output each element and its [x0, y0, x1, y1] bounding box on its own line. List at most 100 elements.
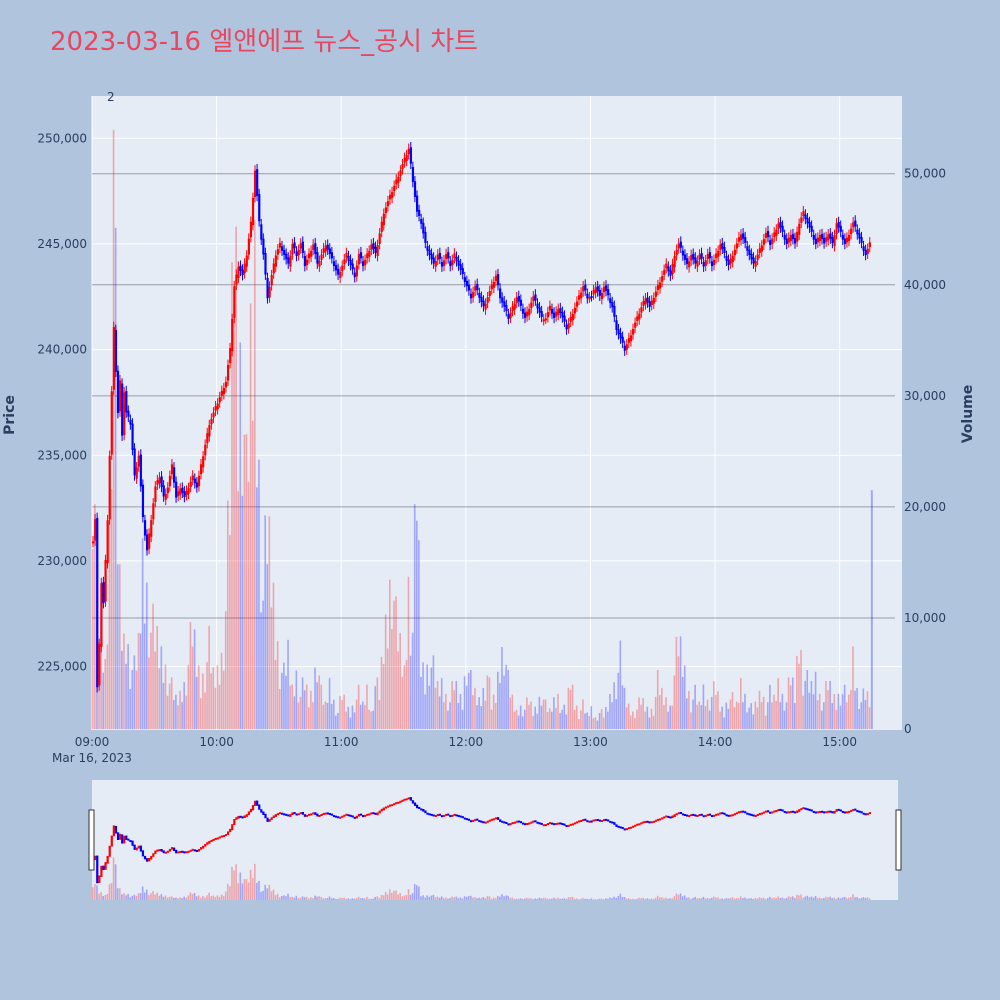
volume-bar: [688, 690, 690, 729]
mini-volume-bar: [563, 898, 566, 900]
candle-body: [461, 268, 464, 275]
mini-candle: [681, 813, 685, 816]
mini-volume-bar: [596, 899, 599, 900]
volume-bar: [870, 490, 873, 729]
candle-body: [391, 192, 394, 198]
candle-body: [285, 253, 288, 260]
mini-candle: [602, 819, 606, 822]
mini-candle: [461, 816, 464, 819]
mini-candle: [563, 823, 566, 826]
volume-bar: [748, 707, 750, 729]
mini-volume-bar: [636, 898, 638, 900]
volume-bar: [260, 612, 262, 729]
candle-body: [538, 307, 541, 313]
volume-bar: [866, 691, 869, 729]
volume-bar: [850, 689, 852, 729]
mini-candle: [580, 819, 583, 822]
volume-bar: [166, 695, 169, 729]
mini-candle: [316, 813, 319, 817]
volume-bar: [148, 657, 150, 729]
mini-candle: [524, 823, 527, 826]
mini-volume-bar: [754, 898, 757, 900]
mini-candle: [251, 805, 255, 811]
range-slider-left-handle[interactable]: [88, 809, 95, 871]
mini-volume-bar: [384, 891, 387, 900]
candle-body: [812, 234, 815, 240]
volume-bar: [359, 704, 362, 729]
mini-volume-bar: [661, 897, 663, 900]
mini-volume-bar: [455, 896, 458, 900]
mini-volume-bar: [150, 893, 152, 900]
mini-candle: [760, 812, 763, 815]
mini-volume-bar: [418, 886, 420, 900]
volume-bar: [405, 659, 408, 729]
candle-body: [804, 214, 807, 220]
mini-candle: [715, 813, 718, 816]
mini-candle: [376, 812, 379, 816]
mini-candle: [623, 828, 626, 831]
candle-body: [627, 338, 631, 343]
range-slider[interactable]: [92, 780, 898, 900]
mini-volume-bar: [542, 897, 545, 900]
mini-candle: [634, 824, 637, 827]
mini-candle: [665, 815, 668, 818]
mini-volume-bar: [355, 897, 358, 900]
range-slider-right-handle[interactable]: [895, 809, 902, 871]
volume-bar: [119, 564, 121, 729]
volume-bar: [542, 699, 545, 729]
candle-body: [243, 263, 246, 274]
volume-bar: [625, 707, 628, 729]
mini-volume-bar: [258, 880, 260, 900]
mini-candle: [488, 819, 491, 822]
mini-volume-bar: [368, 898, 370, 900]
mini-volume-bar: [434, 897, 437, 900]
candle-body: [563, 315, 566, 322]
candle-body: [403, 157, 406, 163]
mini-volume-bar: [318, 896, 320, 900]
volume-bar: [602, 717, 605, 729]
volume-bar: [453, 690, 455, 729]
mini-candle: [349, 814, 352, 817]
mini-candle: [839, 809, 842, 812]
mini-candle: [445, 813, 448, 816]
volume-bar: [397, 651, 399, 729]
mini-volume-bar: [742, 898, 744, 900]
mini-volume-bar: [322, 898, 325, 900]
main-plot-area: [92, 96, 902, 730]
mini-volume-bar: [411, 893, 414, 900]
candle-body: [810, 225, 813, 232]
volume-bar: [704, 705, 707, 729]
mini-volume-bar: [484, 897, 487, 900]
mini-candle: [486, 820, 489, 823]
mini-volume-bar: [800, 894, 802, 900]
mini-candle: [432, 814, 435, 817]
mini-volume-bar: [121, 894, 123, 900]
mini-candle: [764, 810, 768, 813]
mini-volume-bar: [513, 898, 516, 900]
mini-candle: [519, 821, 523, 824]
volume-bar: [465, 685, 468, 729]
mini-volume-bar: [798, 895, 800, 900]
candle-body: [359, 252, 363, 259]
volume-bar: [374, 686, 377, 729]
candle-body: [648, 301, 651, 307]
candle-body: [94, 519, 97, 541]
mini-candle: [110, 835, 113, 847]
volume-bar: [335, 715, 337, 729]
mini-volume-bar: [438, 897, 441, 900]
candle-body: [299, 243, 302, 249]
mini-volume-bar: [459, 897, 462, 900]
mini-candle: [503, 821, 506, 824]
volume-bar: [251, 420, 254, 729]
mini-volume-bar: [106, 894, 109, 900]
volume-bar: [696, 704, 698, 729]
candle-body: [127, 410, 130, 417]
mini-volume-bar: [125, 895, 127, 900]
candle-body: [521, 308, 525, 314]
chart-title: 2023-03-16 엘앤에프 뉴스_공시 차트: [50, 27, 478, 57]
volume-bar: [362, 701, 364, 729]
mini-candle: [864, 813, 867, 816]
candle-body: [625, 344, 628, 350]
volume-bar: [364, 705, 366, 729]
candle-body: [663, 269, 666, 275]
